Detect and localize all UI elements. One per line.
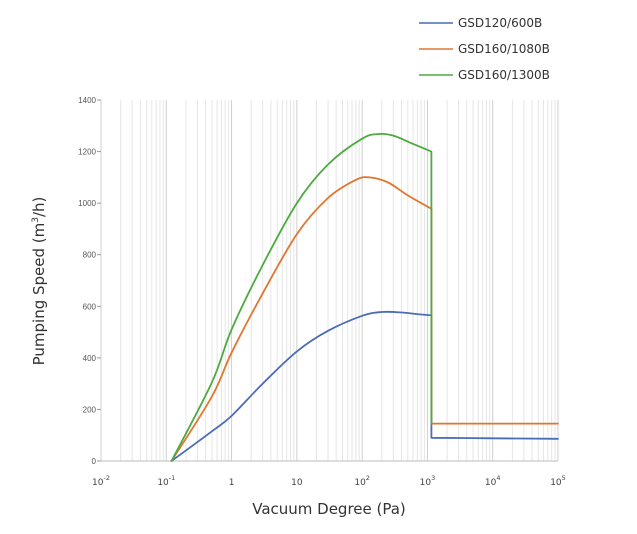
x-tick-exp: 2 xyxy=(366,474,370,482)
x-tick-base: 10 xyxy=(485,478,497,488)
y-tick-label: 800 xyxy=(83,251,97,260)
x-tick-label: 10-1 xyxy=(157,474,175,488)
x-tick-label: 10-2 xyxy=(92,474,110,488)
x-tick-labels: 10-2 10-1 1 10 102 103 104 105 xyxy=(92,474,566,488)
series-lines xyxy=(170,132,559,462)
x-tick-base: 10 xyxy=(420,478,432,488)
x-tick-exp: 4 xyxy=(496,474,500,482)
x-tick-base: 10 xyxy=(157,478,169,488)
y-tick-label: 1400 xyxy=(78,96,96,105)
legend-label: GSD120/600B xyxy=(458,16,542,30)
x-tick-label: 10 xyxy=(291,478,303,488)
y-tick-label: 1200 xyxy=(78,148,96,157)
y-axis-label-main: Pumping Speed (m xyxy=(30,223,48,366)
x-tick-exp: 5 xyxy=(562,474,566,482)
x-tick-label: 103 xyxy=(420,474,436,488)
x-tick-exp: -2 xyxy=(103,474,109,482)
x-tick-base: 10 xyxy=(92,478,104,488)
y-axis-label-tail: /h) xyxy=(30,197,48,217)
x-tick-base: 10 xyxy=(550,478,562,488)
x-tick-label: 105 xyxy=(550,474,566,488)
y-axis-label: Pumping Speed (m3/h) xyxy=(30,197,48,366)
x-tick-label: 1 xyxy=(229,478,235,488)
x-tick-base: 1 xyxy=(229,478,235,488)
y-tick-label: 1000 xyxy=(78,199,96,208)
x-tick-base: 10 xyxy=(291,478,303,488)
legend-label: GSD160/1300B xyxy=(458,68,550,82)
x-tick-exp: 3 xyxy=(431,474,435,482)
legend: GSD120/600B GSD160/1080B GSD160/1300B xyxy=(419,16,550,82)
y-tick-label: 600 xyxy=(83,302,97,311)
x-tick-label: 104 xyxy=(485,474,501,488)
y-tick-labels: 0 200 400 600 800 1000 1200 1400 xyxy=(78,96,101,466)
series-line xyxy=(170,310,559,462)
legend-label: GSD160/1080B xyxy=(458,42,550,56)
x-axis-label: Vacuum Degree (Pa) xyxy=(252,500,406,518)
grid-lines xyxy=(100,100,559,461)
y-tick-label: 200 xyxy=(83,405,97,414)
y-tick-label: 0 xyxy=(92,457,97,466)
x-tick-label: 102 xyxy=(354,474,370,488)
series-line xyxy=(170,132,433,462)
y-tick-label: 400 xyxy=(83,354,97,363)
x-tick-base: 10 xyxy=(354,478,366,488)
x-tick-exp: -1 xyxy=(169,474,175,482)
y-axis-label-sup: 3 xyxy=(31,217,41,223)
